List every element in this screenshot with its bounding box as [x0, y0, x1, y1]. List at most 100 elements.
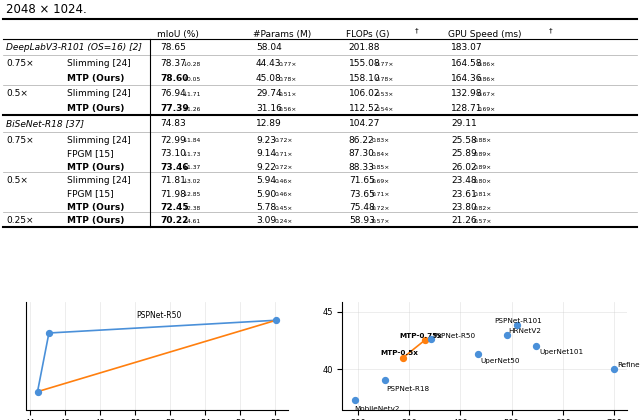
Text: 155.08: 155.08 — [349, 59, 380, 68]
Point — [419, 337, 429, 344]
Text: 5.90: 5.90 — [256, 189, 276, 199]
Text: 87.30: 87.30 — [349, 149, 374, 158]
Text: MTP-0.75x: MTP-0.75x — [399, 333, 442, 339]
Text: 0.24×: 0.24× — [275, 219, 293, 224]
Point — [380, 376, 390, 383]
Text: 29.11: 29.11 — [451, 119, 477, 129]
Text: 0.84×: 0.84× — [371, 152, 390, 157]
Text: 75.48: 75.48 — [349, 203, 374, 212]
Text: 0.46×: 0.46× — [275, 179, 292, 184]
Text: 0.72×: 0.72× — [275, 139, 293, 143]
Text: 104.27: 104.27 — [349, 119, 380, 129]
Text: BiSeNet-R18 [37]: BiSeNet-R18 [37] — [6, 119, 84, 129]
Text: 21.26: 21.26 — [451, 216, 477, 226]
Text: ↓0.28: ↓0.28 — [183, 62, 201, 67]
Text: ↓1.73: ↓1.73 — [183, 152, 201, 157]
Text: 0.75×: 0.75× — [6, 59, 34, 68]
Text: 72.99: 72.99 — [160, 136, 186, 144]
Text: 0.77×: 0.77× — [376, 62, 394, 67]
Text: 0.82×: 0.82× — [474, 206, 492, 211]
Text: PSPNet-R101: PSPNet-R101 — [494, 318, 541, 323]
Text: 26.02: 26.02 — [451, 163, 477, 172]
Text: 23.80: 23.80 — [451, 203, 477, 212]
Text: Slimming [24]: Slimming [24] — [67, 89, 131, 98]
Text: 0.71×: 0.71× — [275, 152, 293, 157]
Text: 73.46: 73.46 — [160, 163, 189, 172]
Text: 88.33: 88.33 — [349, 163, 374, 172]
Text: 0.5×: 0.5× — [6, 176, 28, 185]
Text: 9.14: 9.14 — [256, 149, 276, 158]
Text: 0.78×: 0.78× — [376, 77, 394, 82]
Text: 0.81×: 0.81× — [474, 192, 492, 197]
Text: ↓1.26: ↓1.26 — [183, 107, 201, 112]
Point — [350, 397, 360, 404]
Point — [398, 354, 408, 361]
Text: †: † — [415, 27, 419, 33]
Text: 0.54×: 0.54× — [376, 107, 394, 112]
Text: MTP (Ours): MTP (Ours) — [67, 74, 125, 83]
Text: ↓2.85: ↓2.85 — [183, 192, 201, 197]
Text: 0.51×: 0.51× — [279, 92, 297, 97]
Text: PSPNet-R50: PSPNet-R50 — [136, 311, 181, 320]
Text: 58.04: 58.04 — [256, 43, 282, 52]
Text: GPU Speed (ms): GPU Speed (ms) — [448, 30, 522, 39]
Text: 132.98: 132.98 — [451, 89, 483, 98]
Text: 0.57×: 0.57× — [474, 219, 492, 224]
Text: 112.52: 112.52 — [349, 104, 380, 113]
Text: 78.37: 78.37 — [160, 59, 186, 68]
Point — [512, 322, 522, 329]
Text: 0.56×: 0.56× — [279, 107, 297, 112]
Text: ↓2.38: ↓2.38 — [183, 206, 201, 211]
Text: 0.69×: 0.69× — [478, 107, 496, 112]
Text: 9.22: 9.22 — [256, 163, 276, 172]
Text: 0.45×: 0.45× — [275, 206, 293, 211]
Text: 9.23: 9.23 — [256, 136, 276, 144]
Text: PSPNet-R18: PSPNet-R18 — [386, 386, 429, 392]
Text: 12.89: 12.89 — [256, 119, 282, 129]
Text: 74.83: 74.83 — [160, 119, 186, 129]
Text: ↓3.02: ↓3.02 — [183, 179, 201, 184]
Text: ↓0.05: ↓0.05 — [183, 77, 201, 82]
Text: †: † — [549, 27, 553, 33]
Text: 77.39: 77.39 — [160, 104, 189, 113]
Text: Slimming [24]: Slimming [24] — [67, 176, 131, 185]
Text: 5.78: 5.78 — [256, 203, 276, 212]
Text: FPGM [15]: FPGM [15] — [67, 149, 114, 158]
Text: 0.53×: 0.53× — [376, 92, 394, 97]
Point — [33, 388, 43, 395]
Text: HRNetV2: HRNetV2 — [509, 328, 541, 334]
Text: ↓4.61: ↓4.61 — [183, 219, 201, 224]
Text: 25.58: 25.58 — [451, 136, 477, 144]
Text: 164.36: 164.36 — [451, 74, 483, 83]
Text: 0.89×: 0.89× — [474, 165, 492, 171]
Text: 0.72×: 0.72× — [275, 165, 293, 171]
Text: #Params (M): #Params (M) — [253, 30, 311, 39]
Text: 5.94: 5.94 — [256, 176, 276, 185]
Point — [531, 343, 541, 349]
Text: 23.48: 23.48 — [451, 176, 477, 185]
Text: FLOPs (G): FLOPs (G) — [346, 30, 389, 39]
Text: 164.58: 164.58 — [451, 59, 483, 68]
Text: MTP-0.5x: MTP-0.5x — [380, 350, 418, 357]
Text: 45.08: 45.08 — [256, 74, 282, 83]
Text: 0.83×: 0.83× — [371, 139, 390, 143]
Text: DeepLabV3-R101 (OS=16) [2]: DeepLabV3-R101 (OS=16) [2] — [6, 43, 142, 52]
Text: 58.93: 58.93 — [349, 216, 374, 226]
Text: MTP (Ours): MTP (Ours) — [67, 163, 125, 172]
Text: 2048 × 1024.: 2048 × 1024. — [6, 3, 87, 16]
Text: 71.81: 71.81 — [160, 176, 186, 185]
Text: 0.86×: 0.86× — [478, 62, 496, 67]
Text: 31.16: 31.16 — [256, 104, 282, 113]
Text: 0.67×: 0.67× — [478, 92, 497, 97]
Text: ↓1.84: ↓1.84 — [183, 139, 201, 143]
Text: ↓1.37: ↓1.37 — [183, 165, 201, 171]
Text: 0.77×: 0.77× — [279, 62, 297, 67]
Text: 183.07: 183.07 — [451, 43, 483, 52]
Text: 0.80×: 0.80× — [474, 179, 492, 184]
Text: 0.25×: 0.25× — [6, 216, 34, 226]
Text: 106.02: 106.02 — [349, 89, 380, 98]
Text: 29.74: 29.74 — [256, 89, 282, 98]
Text: 0.57×: 0.57× — [371, 219, 390, 224]
Point — [271, 317, 281, 323]
Text: mIoU (%): mIoU (%) — [157, 30, 198, 39]
